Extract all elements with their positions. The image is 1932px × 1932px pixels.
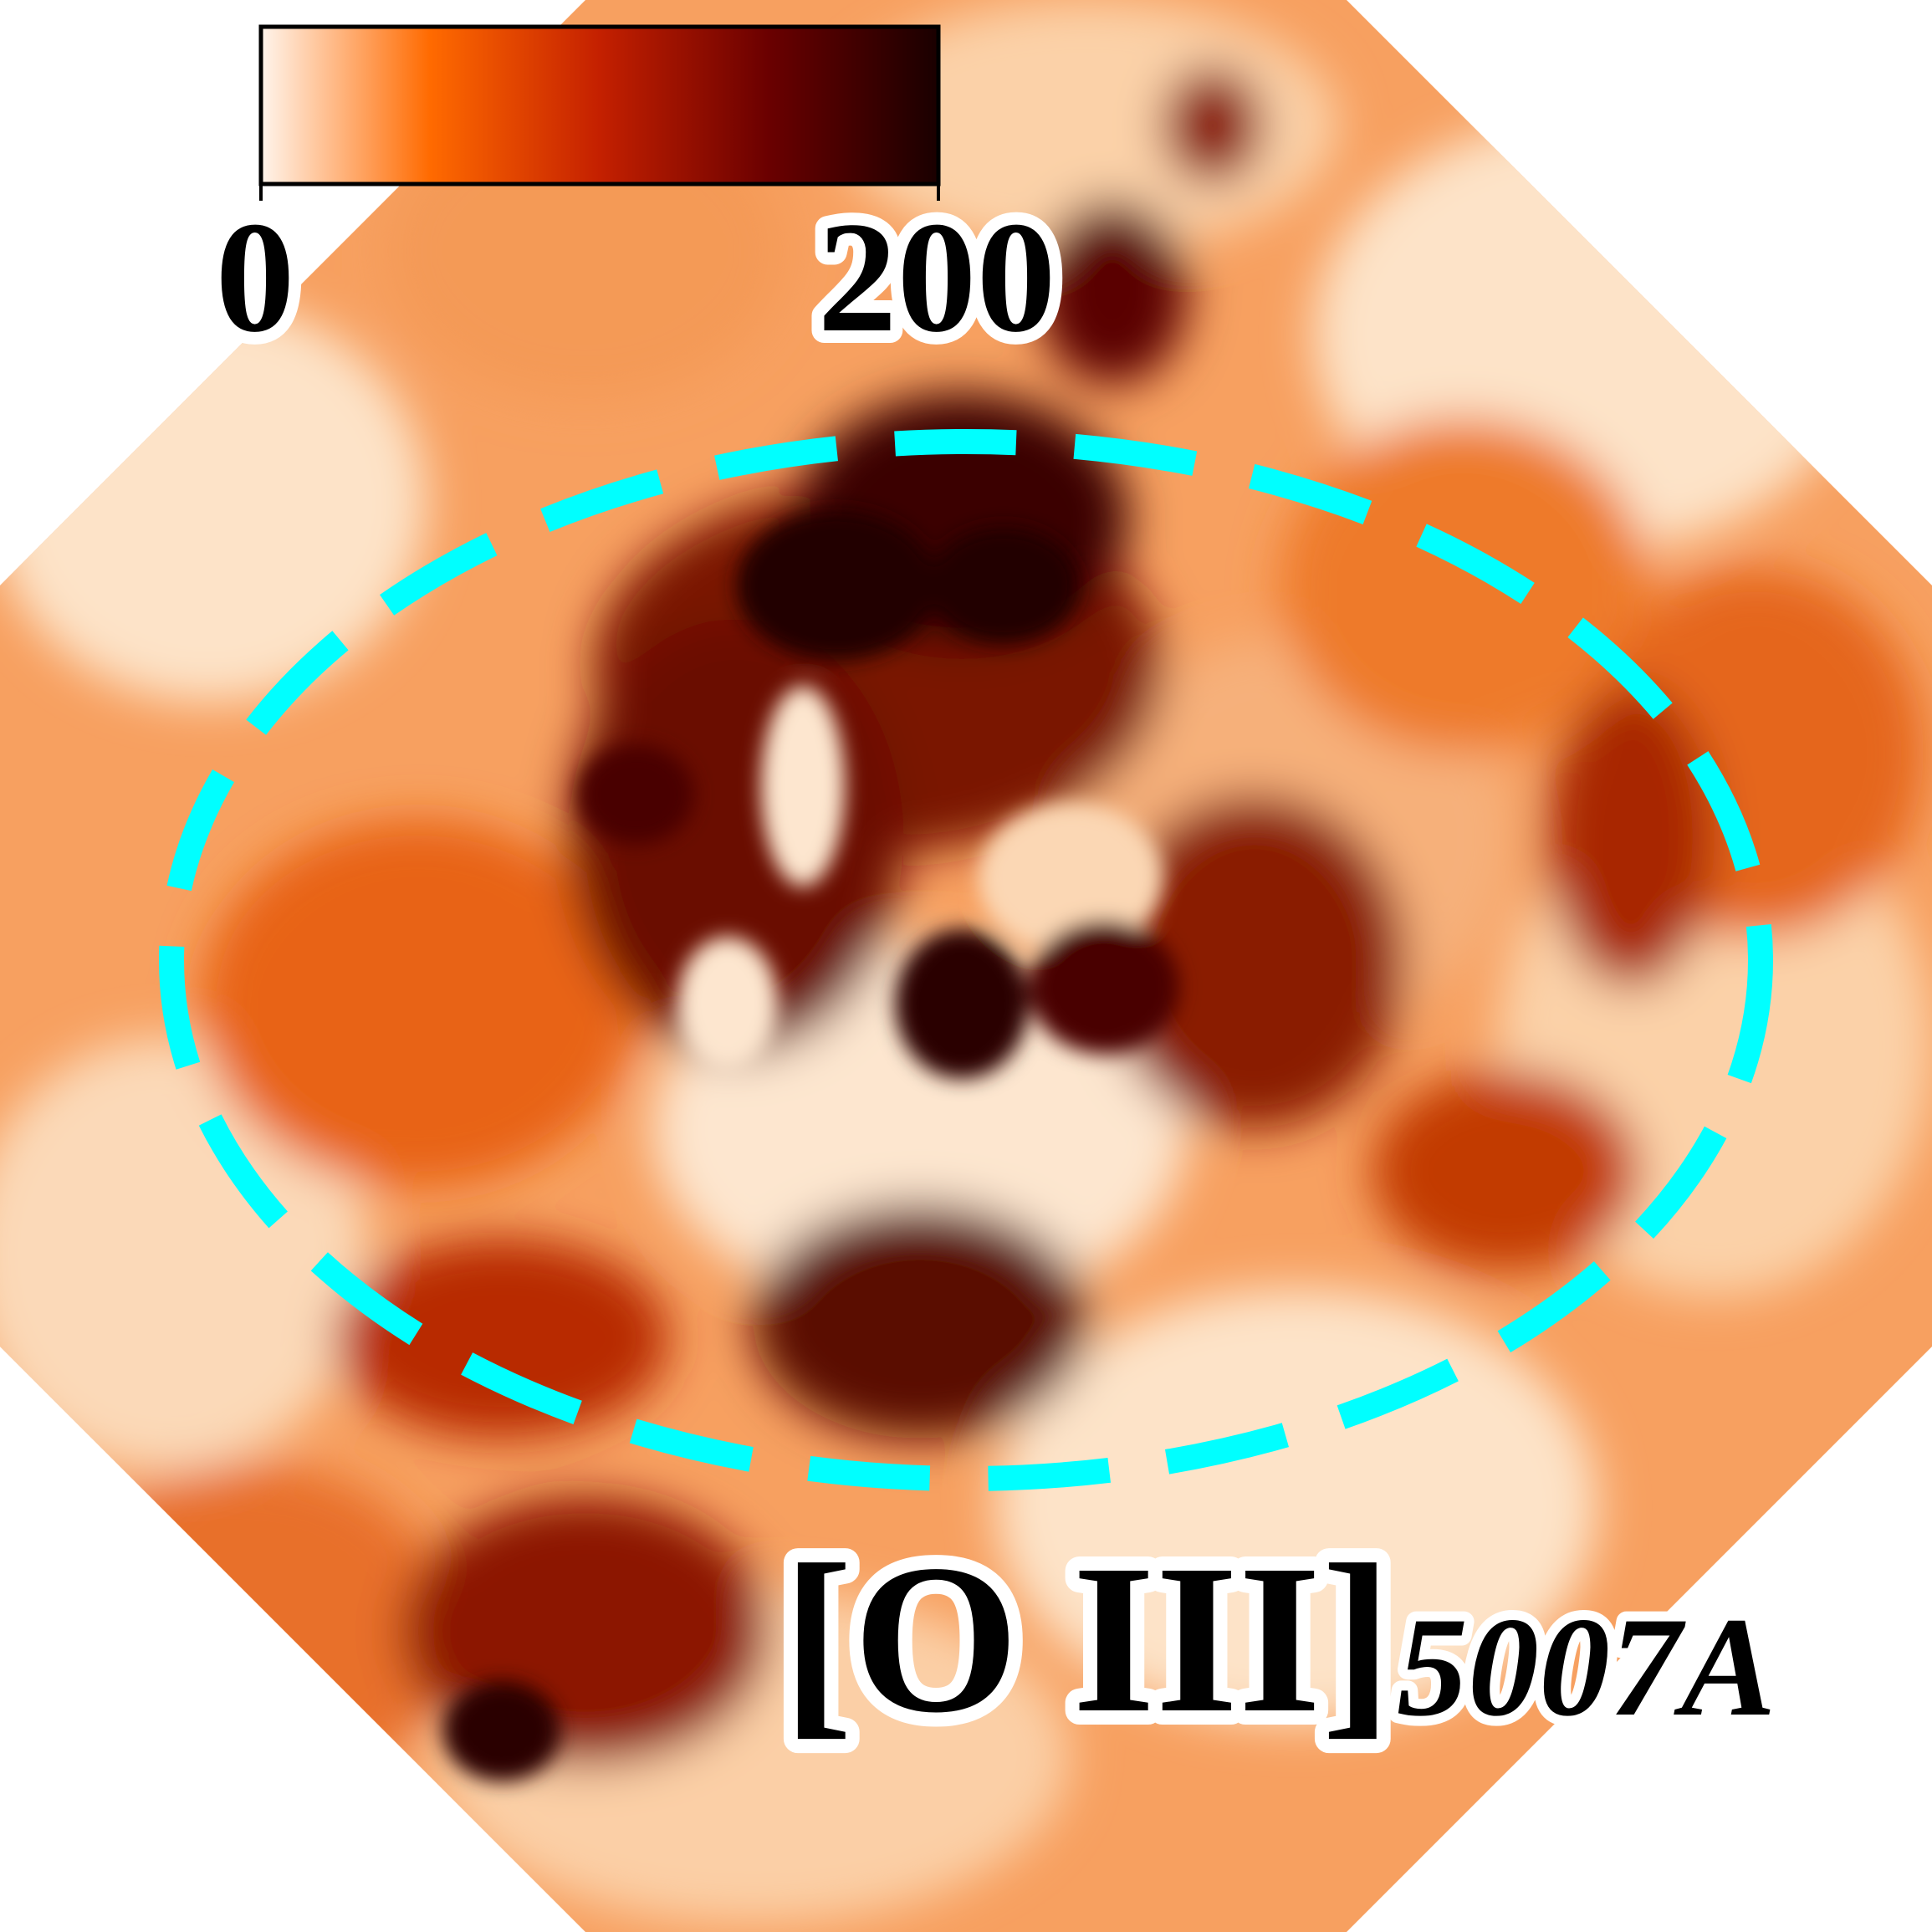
line-label: [O III] 5007A (768, 1507, 1786, 1771)
colorbar-max-label: 200 (818, 190, 1056, 365)
colorbar-min-label: 0 (216, 190, 295, 365)
line-wavelength-label: 5007A (1397, 1588, 1776, 1745)
aperture-ellipse (159, 429, 1773, 1491)
line-species-label: [O III] (782, 1521, 1393, 1757)
colorbar-gradient (258, 24, 941, 187)
colorbar: 0 200 (203, 24, 1069, 378)
